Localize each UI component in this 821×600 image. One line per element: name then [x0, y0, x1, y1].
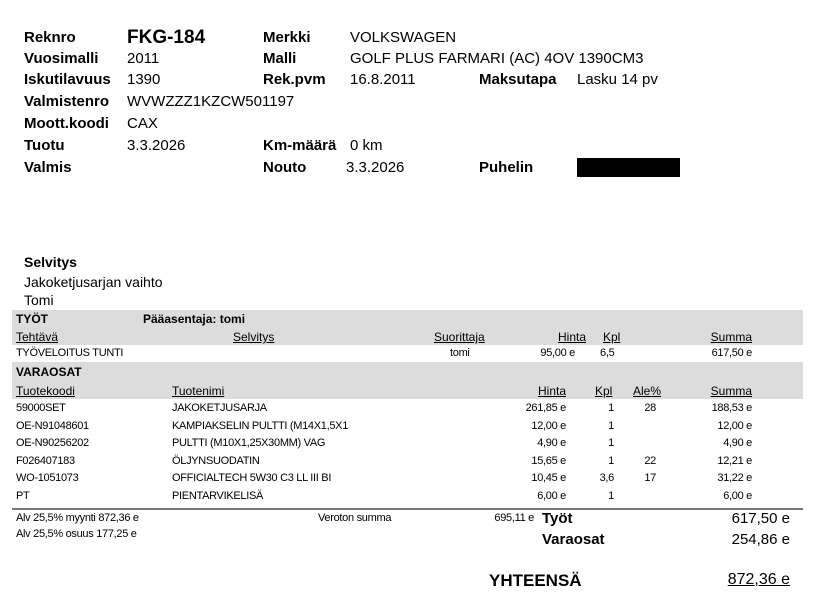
- valmistenro-label: Valmistenro: [24, 93, 110, 110]
- part-ale: 22: [644, 454, 656, 467]
- col-kpl: Kpl: [595, 384, 613, 398]
- reknro-label: Reknro: [24, 29, 76, 46]
- merkki-value: VOLKSWAGEN: [350, 29, 457, 46]
- tyot-total: 617,50 e: [731, 510, 790, 527]
- iskutilavuus-value: 1390: [127, 71, 161, 88]
- malli-value: GOLF PLUS FARMARI (AC) 4OV 1390CM3: [350, 50, 644, 67]
- redacted-phone: [577, 158, 680, 177]
- suorittaja: tomi: [450, 347, 470, 359]
- selvitys-line: Jakoketjusarjan vaihto: [24, 274, 163, 290]
- col-summa: Summa: [710, 330, 752, 344]
- part-ale: 17: [644, 472, 656, 485]
- part-nimi: JAKOKETJUSARJA: [172, 402, 267, 414]
- col-kpl: Kpl: [603, 330, 621, 344]
- tyot-header-band: [12, 310, 803, 345]
- varaosat-header-band: [12, 362, 803, 399]
- tyot-total-label: Työt: [542, 510, 573, 527]
- part-nimi: ÖLJYNSUODATIN: [172, 454, 260, 467]
- part-hinta: 12,00 e: [531, 419, 566, 432]
- col-ale: Ale%: [633, 384, 662, 398]
- part-koodi: 59000SET: [16, 402, 66, 414]
- selvitys-title: Selvitys: [24, 254, 77, 270]
- part-koodi: WO-1051073: [16, 472, 79, 485]
- tehtava: TYÖVELOITUS TUNTI: [16, 347, 124, 359]
- part-summa: 12,00 e: [717, 419, 752, 432]
- col-suorittaja: Suorittaja: [434, 330, 485, 344]
- valmis-label: Valmis: [24, 159, 72, 176]
- part-nimi: KAMPIAKSELIN PULTTI (M14X1,5X1: [172, 419, 349, 432]
- alv-osuus: Alv 25,5% osuus 177,25 e: [16, 528, 137, 540]
- merkki-label: Merkki: [263, 29, 311, 46]
- part-koodi: OE-N91048601: [16, 419, 89, 432]
- part-koodi: PT: [16, 490, 30, 502]
- part-summa: 4,90 e: [723, 437, 752, 450]
- col-selvitys: Selvitys: [233, 330, 275, 344]
- tuotu-label: Tuotu: [24, 137, 65, 154]
- col-tehtava: Tehtävä: [16, 330, 59, 344]
- varaosat-total: 254,86 e: [731, 531, 790, 548]
- part-nimi: OFFICIALTECH 5W30 C3 LL III BI: [172, 472, 332, 485]
- part-hinta: 6,00 e: [537, 490, 566, 502]
- maksutapa-value: Lasku 14 pv: [577, 71, 658, 88]
- col-hinta: Hinta: [537, 384, 566, 398]
- moottkoodi-value: CAX: [127, 115, 158, 132]
- paaasentaja: Pääasentaja: tomi: [143, 312, 246, 326]
- part-hinta: 10,45 e: [531, 472, 566, 485]
- veroton-value: 695,11 e: [494, 512, 534, 524]
- part-hinta: 261,85 e: [525, 402, 567, 414]
- tyot-title: TYÖT: [16, 312, 48, 326]
- vuosimalli-label: Vuosimalli: [24, 50, 99, 67]
- kmmaara-value: 0 km: [350, 137, 383, 154]
- part-kpl: 1: [608, 402, 614, 414]
- selvitys-line: Tomi: [24, 292, 54, 308]
- veroton-label: Veroton summa: [318, 512, 392, 524]
- part-nimi: PIENTARVIKELISÄ: [172, 490, 264, 502]
- valmistenro-value: WVWZZZ1KZCW501197: [127, 93, 295, 110]
- part-summa: 31,22 e: [717, 472, 752, 485]
- part-hinta: 15,65 e: [531, 454, 566, 467]
- col-hinta: Hinta: [557, 330, 586, 344]
- malli-label: Malli: [263, 50, 297, 67]
- part-koodi: OE-N90256202: [16, 437, 89, 450]
- summa: 617,50 e: [711, 347, 753, 359]
- part-kpl: 3,6: [599, 472, 615, 485]
- yhteensa-value: 872,36 e: [727, 571, 790, 588]
- totals-divider: [12, 508, 803, 510]
- yhteensa-label: YHTEENSÄ: [489, 571, 582, 590]
- puhelin-label: Puhelin: [479, 159, 534, 176]
- col-tuotekoodi: Tuotekoodi: [16, 384, 75, 398]
- hinta: 95,00 e: [540, 347, 575, 359]
- part-summa: 6,00 e: [723, 490, 752, 502]
- part-nimi: PULTTI (M10X1,25X30MM) VAG: [172, 437, 326, 450]
- kpl: 6,5: [600, 347, 615, 359]
- alv-myynti: Alv 25,5% myynti 872,36 e: [16, 512, 139, 524]
- part-kpl: 1: [608, 454, 614, 467]
- tuotu-value: 3.3.2026: [127, 137, 186, 154]
- rekpvm-value: 16.8.2011: [350, 71, 416, 88]
- vuosimalli-value: 2011: [127, 50, 160, 67]
- varaosat-total-label: Varaosat: [542, 531, 605, 548]
- part-kpl: 1: [608, 437, 614, 450]
- iskutilavuus-label: Iskutilavuus: [24, 71, 111, 88]
- kmmaara-label: Km-määrä: [263, 137, 337, 154]
- reknro-value: FKG-184: [127, 27, 206, 48]
- maksutapa-label: Maksutapa: [479, 71, 557, 88]
- part-kpl: 1: [608, 490, 614, 502]
- nouto-value: 3.3.2026: [346, 159, 405, 176]
- moottkoodi-label: Moott.koodi: [24, 115, 109, 132]
- nouto-label: Nouto: [263, 159, 307, 176]
- col-tuotenimi: Tuotenimi: [172, 384, 225, 398]
- col-summa: Summa: [710, 384, 752, 398]
- rekpvm-label: Rek.pvm: [263, 71, 326, 88]
- part-hinta: 4,90 e: [537, 437, 566, 450]
- part-summa: 188,53 e: [711, 402, 753, 414]
- part-koodi: F026407183: [16, 454, 75, 467]
- part-ale: 28: [644, 402, 656, 414]
- part-summa: 12,21 e: [717, 454, 752, 467]
- varaosat-title: VARAOSAT: [16, 365, 82, 379]
- part-kpl: 1: [608, 419, 614, 432]
